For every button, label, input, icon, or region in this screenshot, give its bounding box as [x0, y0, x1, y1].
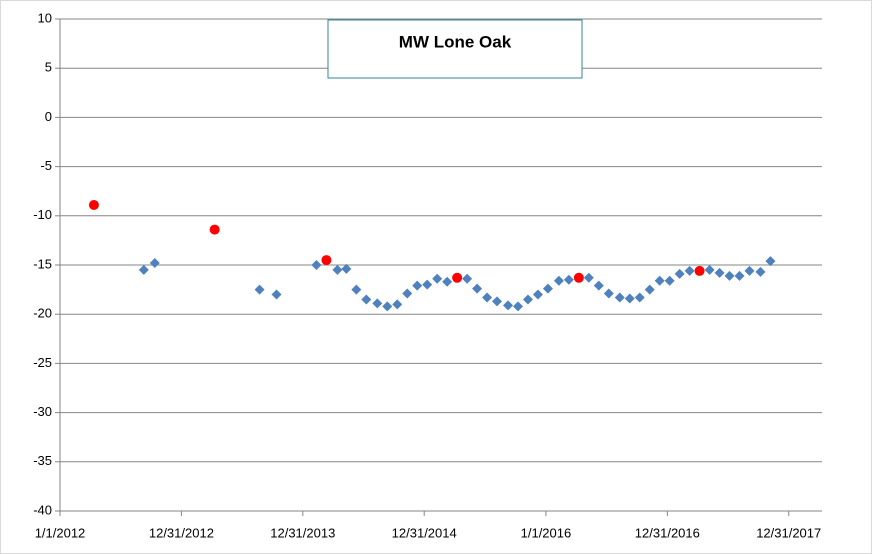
y-tick-label: -25 [33, 355, 52, 370]
point [311, 260, 322, 270]
point [583, 272, 594, 283]
point [432, 273, 443, 284]
point [684, 265, 695, 276]
point [664, 275, 675, 286]
point [149, 258, 160, 269]
chart-title: MW Lone Oak [399, 32, 512, 51]
y-tick-label: -40 [33, 502, 52, 517]
point [402, 288, 413, 299]
point [553, 275, 564, 286]
point [624, 293, 635, 304]
x-tick-label: 12/31/2016 [635, 525, 700, 540]
x-tick-label: 1/1/2012 [35, 525, 86, 540]
y-tick-label: -35 [33, 453, 52, 468]
point [704, 264, 715, 275]
point [744, 265, 755, 276]
point [361, 294, 372, 305]
point [472, 283, 483, 294]
point [674, 268, 685, 279]
y-tick-label: 5 [45, 60, 52, 75]
y-tick-label: -30 [33, 404, 52, 419]
point [644, 284, 655, 295]
x-tick-label: 12/31/2012 [149, 525, 214, 540]
x-tick-label: 1/1/2016 [521, 525, 572, 540]
point [755, 266, 766, 277]
y-tick-label: 10 [38, 10, 52, 25]
point [603, 288, 614, 299]
point [765, 256, 776, 267]
point [382, 301, 393, 312]
y-tick-label: -5 [40, 158, 52, 173]
point [654, 275, 665, 286]
point [503, 300, 514, 311]
title-box [327, 19, 583, 79]
point [694, 265, 705, 276]
point [88, 199, 99, 210]
point [512, 301, 523, 312]
point [593, 280, 604, 291]
point [714, 267, 725, 278]
point [372, 298, 383, 309]
point [614, 292, 625, 303]
y-tick-label: 0 [45, 109, 52, 124]
point [271, 289, 282, 300]
point [209, 224, 220, 235]
point [452, 272, 463, 283]
point [442, 276, 453, 287]
point [563, 274, 574, 285]
point [492, 296, 503, 307]
point [482, 292, 493, 303]
point [321, 255, 332, 266]
point [724, 270, 735, 281]
point [254, 284, 265, 295]
x-tick-label: 12/31/2017 [756, 525, 821, 540]
point [573, 272, 584, 283]
point [351, 284, 362, 295]
point [542, 283, 553, 294]
point [138, 264, 149, 275]
x-tick-label: 12/31/2014 [392, 525, 457, 540]
y-tick-label: -15 [33, 256, 52, 271]
point [412, 280, 423, 291]
point [341, 263, 352, 274]
x-tick-label: 12/31/2013 [270, 525, 335, 540]
point [422, 279, 433, 290]
point [522, 294, 533, 305]
point [532, 289, 543, 300]
point [634, 292, 645, 303]
point [734, 270, 745, 281]
point [392, 299, 403, 310]
y-tick-label: -10 [33, 207, 52, 222]
y-tick-label: -20 [33, 306, 52, 321]
point [332, 264, 343, 275]
point [462, 273, 473, 284]
